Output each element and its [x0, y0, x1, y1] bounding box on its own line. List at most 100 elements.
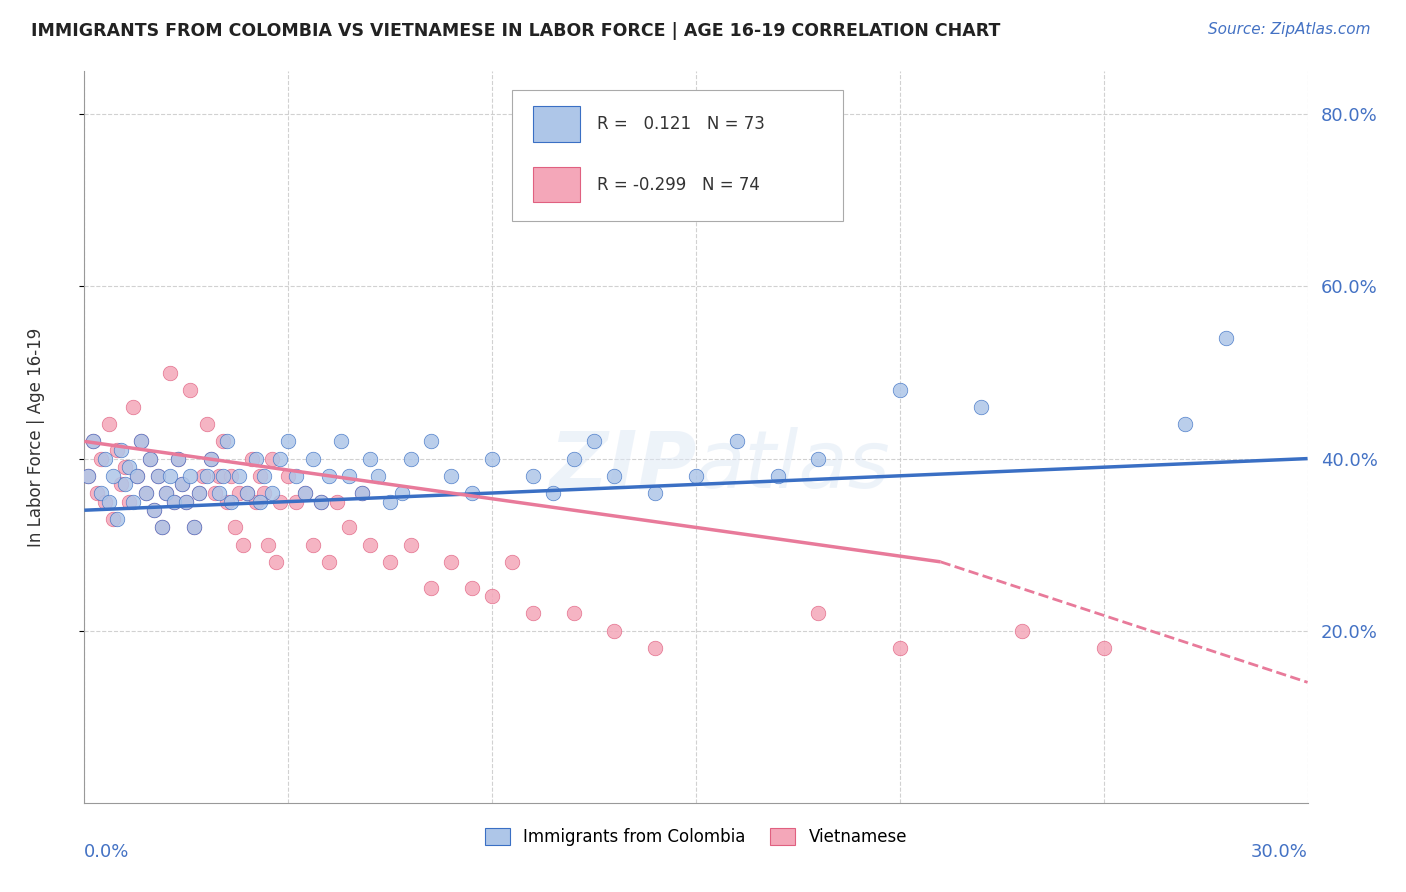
Point: [330, 434, 353, 449]
Point: [172, 477, 194, 491]
Point: [195, 417, 218, 432]
Point: [253, 468, 276, 483]
Point: [200, 451, 222, 466]
Point: [174, 494, 197, 508]
Point: [391, 486, 413, 500]
Point: [224, 520, 246, 534]
Point: [208, 486, 231, 500]
Point: [260, 451, 283, 466]
Point: [138, 451, 160, 466]
Point: [807, 607, 830, 621]
Point: [187, 486, 209, 500]
Text: atlas: atlas: [696, 427, 891, 506]
Point: [232, 538, 254, 552]
Point: [187, 486, 209, 500]
Text: R =   0.121   N = 73: R = 0.121 N = 73: [598, 115, 765, 133]
Point: [114, 477, 136, 491]
Point: [301, 451, 323, 466]
Point: [240, 451, 263, 466]
Text: 30.0%: 30.0%: [1251, 843, 1308, 861]
Point: [318, 555, 340, 569]
Point: [522, 607, 544, 621]
Point: [583, 434, 606, 449]
Point: [277, 468, 299, 483]
Point: [285, 468, 308, 483]
Point: [208, 468, 231, 483]
Point: [77, 468, 100, 483]
Text: In Labor Force | Age 16-19: In Labor Force | Age 16-19: [27, 327, 45, 547]
Point: [269, 494, 291, 508]
Point: [257, 538, 280, 552]
Text: 0.0%: 0.0%: [84, 843, 129, 861]
Point: [122, 400, 145, 414]
Text: IMMIGRANTS FROM COLOMBIA VS VIETNAMESE IN LABOR FORCE | AGE 16-19 CORRELATION CH: IMMIGRANTS FROM COLOMBIA VS VIETNAMESE I…: [31, 22, 1000, 40]
Point: [228, 468, 250, 483]
Point: [138, 451, 160, 466]
Point: [90, 486, 112, 500]
Point: [970, 400, 993, 414]
Point: [339, 520, 361, 534]
Point: [522, 468, 544, 483]
Point: [110, 477, 132, 491]
FancyBboxPatch shape: [513, 90, 842, 221]
Point: [97, 494, 120, 508]
Point: [131, 434, 153, 449]
Point: [150, 520, 173, 534]
Point: [277, 434, 299, 449]
Point: [118, 460, 141, 475]
Point: [142, 503, 165, 517]
Point: [228, 486, 250, 500]
Point: [105, 512, 128, 526]
Point: [562, 451, 585, 466]
Bar: [533, 106, 579, 142]
Point: [399, 451, 422, 466]
Point: [889, 383, 911, 397]
Point: [1174, 417, 1197, 432]
Point: [245, 494, 267, 508]
Point: [339, 468, 361, 483]
Point: [122, 494, 145, 508]
Point: [440, 555, 463, 569]
Point: [86, 486, 108, 500]
Point: [725, 434, 748, 449]
Point: [1215, 331, 1237, 345]
Point: [603, 468, 626, 483]
Point: [172, 477, 194, 491]
Point: [301, 538, 323, 552]
Point: [200, 451, 222, 466]
Point: [90, 451, 112, 466]
Point: [380, 555, 402, 569]
Point: [269, 451, 291, 466]
Point: [159, 366, 181, 380]
Point: [359, 538, 381, 552]
Point: [219, 494, 242, 508]
Point: [93, 494, 115, 508]
Point: [179, 383, 201, 397]
Point: [420, 434, 443, 449]
Bar: [533, 167, 579, 202]
Text: ZIP: ZIP: [548, 427, 696, 506]
Point: [105, 442, 128, 457]
Point: [118, 494, 141, 508]
Point: [131, 434, 153, 449]
Point: [264, 555, 287, 569]
Point: [245, 451, 267, 466]
Point: [318, 468, 340, 483]
Point: [191, 468, 214, 483]
Point: [163, 494, 186, 508]
Point: [97, 417, 120, 432]
Point: [236, 486, 259, 500]
Point: [685, 468, 707, 483]
Point: [481, 589, 503, 603]
Legend: Immigrants from Colombia, Vietnamese: Immigrants from Colombia, Vietnamese: [478, 822, 914, 853]
Point: [183, 520, 205, 534]
Point: [167, 451, 190, 466]
Point: [420, 581, 443, 595]
Point: [217, 494, 239, 508]
Point: [461, 486, 484, 500]
Point: [294, 486, 316, 500]
Point: [195, 468, 218, 483]
Point: [155, 486, 177, 500]
Point: [562, 607, 585, 621]
Point: [82, 434, 104, 449]
